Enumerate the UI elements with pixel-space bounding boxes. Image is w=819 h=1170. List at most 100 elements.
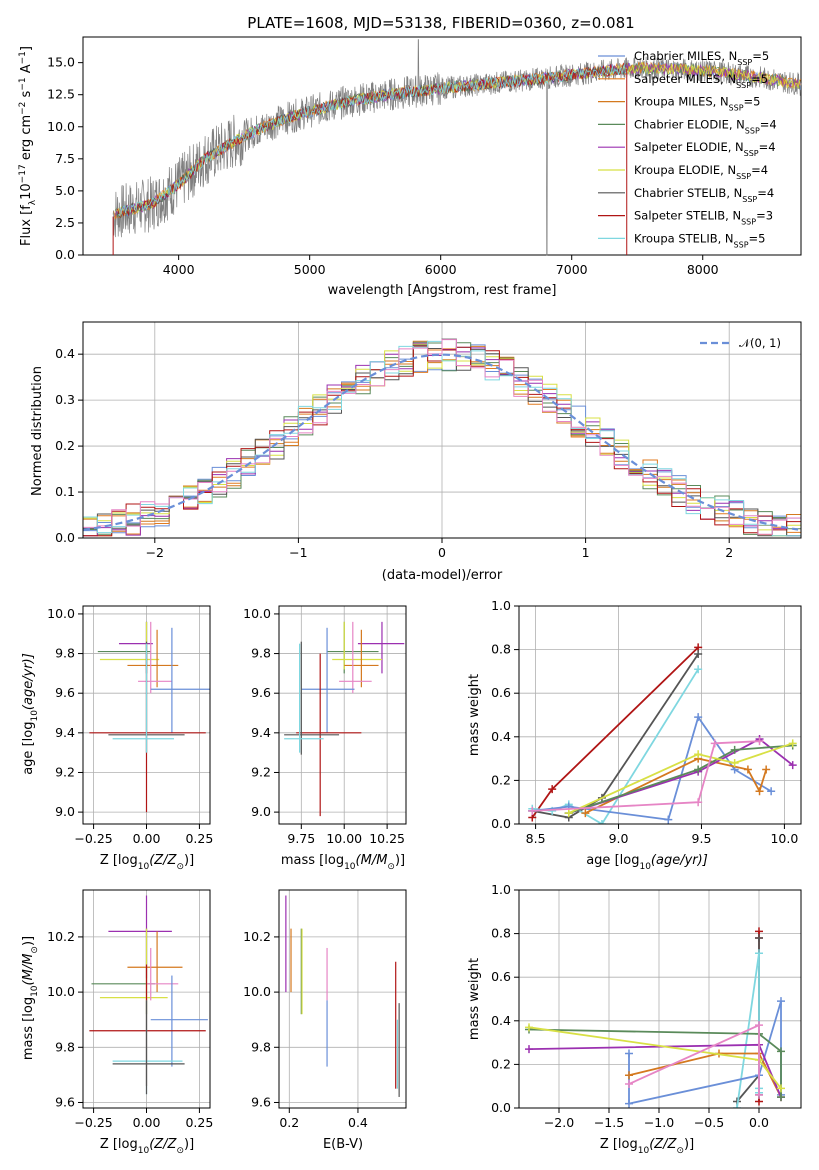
legend-label-count: =3 [756,209,773,223]
legend-label-sub: SSP [736,80,751,89]
hist-ytick-label: 0.0 [55,530,75,545]
legend-label-sub: SSP [729,103,744,112]
weight-marker [597,820,606,824]
ytick-label: 0.0 [491,1100,511,1115]
weight-marker [730,758,739,767]
ytick-label: 10.0 [47,984,75,999]
ytick-label: 0.4 [491,1013,511,1028]
ytick-label: 9.6 [251,685,271,700]
legend-label-sub: SSP [737,58,752,67]
weight-marker [743,765,752,774]
gaussian-curve [82,353,799,531]
legend-label: Kroupa STELIB, NSSP=5 [634,231,765,249]
legend-label-sub: SSP [745,126,760,135]
ytick-label: 1.0 [491,882,511,897]
legend-label-main: Salpeter ELODIE, N [634,140,744,154]
legend-label-main: Kroupa STELIB, N [634,231,734,245]
agem-xlabel: mass [log10(M/M⊙)] [281,853,405,872]
weight-marker [694,665,703,674]
weight-line [528,1028,782,1098]
legend-label-count: =5 [744,95,761,109]
hist-ytick-label: 0.3 [55,392,75,407]
weight-marker [528,806,537,815]
xtick-label: 10.0 [770,831,798,846]
weight-line [568,742,793,814]
weight-marker [755,1021,763,1030]
xtick-label: 10.00 [326,831,362,846]
ytick-label: 9.4 [55,725,75,740]
legend-label-sub: SSP [741,217,756,226]
spectrum-ytick-label: 0.0 [55,247,75,262]
weight-marker [664,815,673,824]
legend-label-count: =4 [751,163,768,177]
xtick-label: 9.5 [692,831,712,846]
weight-marker [564,809,573,818]
weight-marker [625,1080,633,1089]
hist-xtick-label: 1 [582,545,590,560]
legend-label-main: Chabrier STELIB, N [634,186,742,200]
xtick-label: 10.25 [369,831,405,846]
weight-marker [710,739,719,748]
panel-content [284,621,405,817]
weight-marker [733,1104,741,1108]
xtick-label: −0.25 [74,831,112,846]
legend-label-sub: SSP [736,172,751,181]
xtick-label: −2.0 [544,1115,574,1130]
legend-label-count: =5 [749,231,766,245]
wage-xlabel: age [log10(age/yr)] [586,853,708,872]
panel-content [89,621,210,813]
hist-ytick-label: 0.4 [55,346,75,361]
agez-xlabel: Z [log10(Z/Z⊙)] [100,853,194,872]
gaussian-legend-label: 𝒩(0, 1) [739,336,781,350]
ytick-label: 10.0 [243,606,271,621]
panel-content [89,895,208,1095]
ytick-label: 9.6 [55,685,75,700]
weight-line [532,740,760,812]
weight-marker [755,787,764,796]
spectrum-ytick-label: 10.0 [47,119,75,134]
legend-label: Chabrier STELIB, NSSP=4 [634,186,774,204]
weight-marker [625,1071,633,1080]
legend-label: Chabrier MILES, NSSP=5 [634,49,769,67]
weight-marker [730,745,739,754]
ytick-label: 9.8 [251,1039,271,1054]
ytick-label: 10.2 [243,929,271,944]
spectrum-xtick-label: 5000 [294,262,326,277]
weight-marker [625,1099,633,1108]
hist-xtick-label: −1 [289,545,307,560]
spectrum-xtick-label: 7000 [556,262,588,277]
age-vs-metallicity-panel: −0.25 0.00 0.25 9.0 9.2 9.4 9.6 9.8 10.0 [47,605,213,846]
ytick-label: 9.2 [55,764,75,779]
age-vs-mass-panel: 9.75 10.00 10.25 9.0 9.2 9.4 9.6 9.8 10.0 [243,605,407,846]
spectrum-ytick-label: 15.0 [47,55,75,70]
wz-ylabel: mass weight [467,958,482,1040]
panel-content [285,895,400,1097]
spectrum-ylabel: Flux [fλ10−17 erg cm−2 s−1 A−1] [18,46,38,246]
spectrum-panel: 4000 5000 6000 7000 8000 0.0 2.5 5.0 7.5 10.0 12.… [18,36,802,298]
panel-content [525,927,785,1108]
weight-marker [694,798,703,807]
spectrum-xtick-label: 4000 [163,262,195,277]
hist-ytick-label: 0.2 [55,438,75,453]
weight-marker [694,649,703,658]
spectrum-xtick-label: 6000 [425,262,457,277]
legend-label: Salpeter STELIB, NSSP=3 [634,209,773,227]
ytick-label: 0.2 [491,1056,511,1071]
ytick-label: 9.0 [55,804,75,819]
weight-marker [694,750,703,759]
xtick-label: −1.0 [644,1115,674,1130]
xtick-label: 0.25 [185,831,213,846]
weight-line [532,653,699,819]
legend-label-sub: SSP [742,194,757,203]
weight-marker [755,949,763,958]
hist-xtick-label: 2 [725,545,733,560]
panel-frame [518,605,802,825]
weight-line [568,737,794,814]
xtick-label: −0.5 [694,1115,724,1130]
ytick-label: 0.4 [491,729,511,744]
spectrum-ytick-label: 2.5 [55,215,75,230]
xtick-label: −0.25 [74,1115,112,1130]
weight-vs-age-panel: 8.5 9.0 9.5 10.0 0.0 0.2 0.4 0.6 0.8 1.0 [491,598,802,846]
spectrum-ytick-label: 12.5 [47,87,75,102]
ytick-label: 1.0 [491,598,511,613]
